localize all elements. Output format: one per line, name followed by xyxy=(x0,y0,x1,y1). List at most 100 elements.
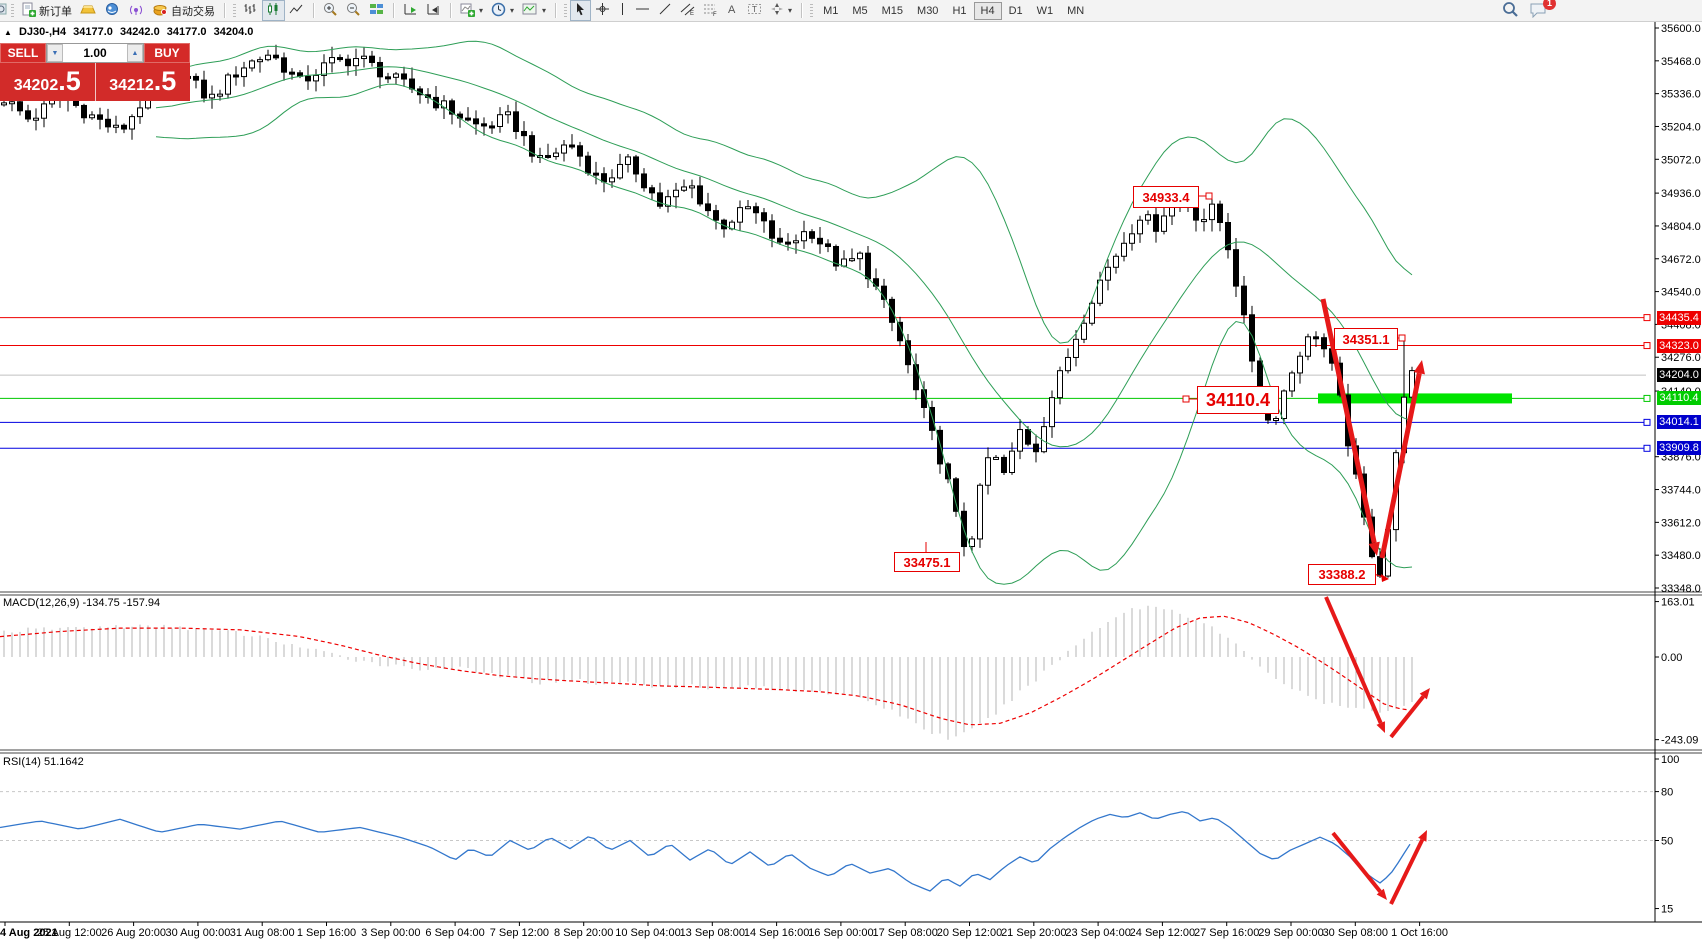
periods-button[interactable]: ▾ xyxy=(487,0,518,21)
price-annotation-33475.1[interactable]: 33475.1 xyxy=(894,552,960,572)
zoom-in-button[interactable] xyxy=(319,0,342,21)
zoom-out-icon xyxy=(346,2,361,20)
svg-text:29 Sep 00:00: 29 Sep 00:00 xyxy=(1258,927,1323,939)
svg-text:15: 15 xyxy=(1661,904,1673,916)
arrows-tool-button[interactable]: ▾ xyxy=(766,0,796,21)
community-button[interactable] xyxy=(100,0,124,21)
price-annotation-34110.4[interactable]: 34110.4 xyxy=(1197,386,1279,414)
timeframe-button-M15[interactable]: M15 xyxy=(881,4,904,17)
svg-text:8 Sep 20:00: 8 Sep 20:00 xyxy=(554,927,613,939)
svg-text:6 Sep 04:00: 6 Sep 04:00 xyxy=(425,927,484,939)
bar-chart-button[interactable] xyxy=(239,0,262,21)
timeframe-button-H4[interactable]: H4 xyxy=(973,1,1002,20)
svg-text:27 Sep 16:00: 27 Sep 16:00 xyxy=(1194,927,1259,939)
vertical-line-tool-button[interactable] xyxy=(614,0,631,21)
gold-ingot-icon xyxy=(80,2,96,19)
chart-frame xyxy=(0,22,1702,923)
symbol-period: DJ30-,H4 xyxy=(18,26,67,38)
svg-text:35204.0: 35204.0 xyxy=(1661,121,1701,133)
svg-text:33480.0: 33480.0 xyxy=(1661,550,1701,562)
svg-text:16 Sep 00:00: 16 Sep 00:00 xyxy=(808,927,873,939)
sell-price-frac: .5 xyxy=(58,66,81,96)
chart-shift-button[interactable] xyxy=(422,0,445,21)
templates-button[interactable]: ▾ xyxy=(518,0,550,21)
crosshair-icon xyxy=(595,2,610,19)
axis-price-badge-34110.4: 34110.4 xyxy=(1657,391,1701,406)
volume-value[interactable]: 1.00 xyxy=(83,46,107,60)
one-click-trading-panel: SELL ▼ 1.00 ▲ BUY 34202 .5 34212 .5 xyxy=(0,43,190,101)
timeframe-group: M1 M5 M15 M30 H1 H4 D1 W1 MN xyxy=(816,1,1091,20)
fibonacci-tool-button[interactable]: F xyxy=(699,0,722,21)
cursor-tool-button[interactable] xyxy=(570,0,592,21)
periods-clock-icon xyxy=(491,2,506,20)
autotrade-button[interactable]: 自动交易 xyxy=(148,0,219,21)
timeframe-button-D1[interactable]: D1 xyxy=(1008,4,1023,17)
candles xyxy=(1,44,1415,579)
search-icon[interactable] xyxy=(1502,1,1519,21)
svg-text:T: T xyxy=(752,5,757,14)
svg-text:35600.0: 35600.0 xyxy=(1661,23,1701,35)
equidistant-channel-icon: E xyxy=(680,2,695,19)
axis-price-badge-34204.0: 34204.0 xyxy=(1657,368,1701,383)
rsi-line xyxy=(0,811,1411,892)
zoom-in-icon xyxy=(323,2,338,20)
svg-text:3 Sep 00:00: 3 Sep 00:00 xyxy=(361,927,420,939)
sell-price-main: 34202 xyxy=(13,77,59,94)
svg-text:34540.0: 34540.0 xyxy=(1661,287,1701,299)
auto-scroll-icon xyxy=(403,2,418,19)
timeframe-button-W1[interactable]: W1 xyxy=(1036,4,1054,17)
timeframe-button-M30[interactable]: M30 xyxy=(917,4,939,17)
ohlc-close: 34204.0 xyxy=(213,26,254,38)
gold-button[interactable] xyxy=(76,0,100,21)
timeframe-button-H1[interactable]: H1 xyxy=(952,4,967,17)
volume-up-button[interactable]: ▲ xyxy=(127,44,143,62)
svg-text:F: F xyxy=(713,12,717,16)
buy-button[interactable]: BUY xyxy=(144,43,190,63)
autotrade-label: 自动交易 xyxy=(171,5,215,18)
svg-text:7 Sep 12:00: 7 Sep 12:00 xyxy=(490,927,549,939)
svg-text:33612.0: 33612.0 xyxy=(1661,517,1701,529)
trend-arrows[interactable] xyxy=(1320,298,1430,905)
price-annotation-34933.4[interactable]: 34933.4 xyxy=(1133,186,1199,208)
buy-price[interactable]: 34212 .5 xyxy=(95,63,190,101)
volume-field[interactable]: ▼ 1.00 ▲ xyxy=(46,43,144,63)
signal-button[interactable] xyxy=(124,0,148,21)
indicators-button[interactable]: ▾ xyxy=(456,0,487,21)
svg-text:34672.0: 34672.0 xyxy=(1661,254,1701,266)
svg-text:14 Sep 16:00: 14 Sep 16:00 xyxy=(744,927,809,939)
channel-tool-button[interactable]: E xyxy=(676,0,699,21)
auto-scroll-button[interactable] xyxy=(399,0,422,21)
svg-text:13 Sep 08:00: 13 Sep 08:00 xyxy=(680,927,745,939)
chat-icon[interactable]: 1 xyxy=(1529,0,1556,21)
svg-text:21 Sep 20:00: 21 Sep 20:00 xyxy=(1001,927,1066,939)
tile-windows-button[interactable] xyxy=(365,0,388,21)
line-chart-button[interactable] xyxy=(285,0,308,21)
zoom-out-button[interactable] xyxy=(342,0,365,21)
price-annotation-33388.2[interactable]: 33388.2 xyxy=(1308,564,1376,585)
app-icon xyxy=(0,2,8,19)
collapse-triangle-icon[interactable]: ▲ xyxy=(4,28,12,37)
timeframe-button-MN[interactable]: MN xyxy=(1067,4,1085,17)
community-icon xyxy=(104,2,120,19)
sell-price[interactable]: 34202 .5 xyxy=(0,63,95,101)
price-axis[interactable]: 35600.0 35468.0 35336.0 35204.0 35072.0 34936… xyxy=(1655,23,1701,916)
sell-button[interactable]: SELL xyxy=(0,43,46,63)
new-order-label: 新订单 xyxy=(39,5,72,18)
svg-text:33744.0: 33744.0 xyxy=(1661,485,1701,497)
candlestick-button[interactable] xyxy=(262,0,285,21)
trendline-tool-button[interactable] xyxy=(654,0,676,21)
svg-text:0.00: 0.00 xyxy=(1661,652,1682,664)
svg-text:33348.0: 33348.0 xyxy=(1661,583,1701,595)
timeframe-button-M1[interactable]: M1 xyxy=(823,4,839,17)
text-tool-button[interactable]: A xyxy=(722,0,743,21)
crosshair-tool-button[interactable] xyxy=(591,0,614,21)
horizontal-line-tool-button[interactable] xyxy=(631,0,654,21)
svg-text:24 Sep 12:00: 24 Sep 12:00 xyxy=(1130,927,1195,939)
new-order-button[interactable]: 新订单 xyxy=(17,0,76,21)
timeframe-button-M5[interactable]: M5 xyxy=(852,4,868,17)
text-label-tool-button[interactable]: T xyxy=(743,0,766,21)
volume-down-button[interactable]: ▼ xyxy=(47,44,63,62)
price-annotation-34351.1[interactable]: 34351.1 xyxy=(1334,328,1398,350)
